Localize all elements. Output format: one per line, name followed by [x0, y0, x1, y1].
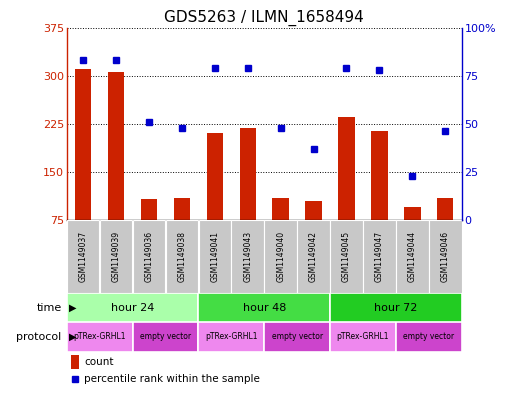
Text: GSM1149047: GSM1149047	[375, 231, 384, 282]
Bar	[166, 220, 198, 293]
Text: hour 24: hour 24	[111, 303, 154, 312]
Text: GSM1149042: GSM1149042	[309, 231, 318, 282]
Bar	[371, 132, 388, 220]
Bar	[100, 220, 132, 293]
Bar	[330, 322, 396, 352]
Bar	[141, 199, 157, 220]
Text: pTRex-GRHL1: pTRex-GRHL1	[73, 332, 126, 342]
Text: pTRex-GRHL1: pTRex-GRHL1	[205, 332, 258, 342]
Bar	[264, 220, 297, 293]
Text: time: time	[36, 303, 62, 312]
Bar	[207, 133, 223, 220]
Text: empty vector: empty vector	[403, 332, 455, 342]
Bar	[297, 220, 330, 293]
Text: hour 72: hour 72	[374, 303, 418, 312]
Text: GSM1149036: GSM1149036	[145, 231, 153, 282]
Text: GSM1149043: GSM1149043	[243, 231, 252, 282]
Bar	[305, 201, 322, 220]
Text: empty vector: empty vector	[140, 332, 191, 342]
Bar	[330, 293, 462, 322]
Bar	[174, 198, 190, 220]
Bar	[272, 198, 289, 220]
Text: GSM1149041: GSM1149041	[210, 231, 220, 282]
Text: GSM1149044: GSM1149044	[408, 231, 417, 282]
Bar	[67, 293, 199, 322]
Text: ▶: ▶	[69, 332, 77, 342]
Text: GSM1149038: GSM1149038	[177, 231, 186, 282]
Bar	[429, 220, 462, 293]
Text: GSM1149040: GSM1149040	[276, 231, 285, 282]
Bar	[396, 322, 462, 352]
Bar	[67, 220, 100, 293]
Bar	[396, 220, 429, 293]
Bar	[199, 220, 231, 293]
Bar	[199, 322, 264, 352]
Bar	[231, 220, 264, 293]
Bar	[240, 128, 256, 220]
Text: count: count	[85, 357, 114, 367]
Bar	[75, 69, 91, 220]
Bar	[330, 220, 363, 293]
Text: protocol: protocol	[16, 332, 62, 342]
Text: empty vector: empty vector	[271, 332, 323, 342]
Bar	[108, 72, 124, 220]
Bar	[404, 207, 421, 220]
Bar	[437, 198, 453, 220]
Text: GSM1149039: GSM1149039	[111, 231, 121, 282]
Bar	[264, 322, 330, 352]
Bar	[338, 118, 354, 220]
Bar	[67, 322, 132, 352]
Bar	[133, 220, 165, 293]
Text: ▶: ▶	[69, 303, 77, 312]
Title: GDS5263 / ILMN_1658494: GDS5263 / ILMN_1658494	[164, 10, 364, 26]
Bar	[132, 322, 199, 352]
Bar	[71, 355, 80, 369]
Text: GSM1149037: GSM1149037	[78, 231, 88, 282]
Text: GSM1149045: GSM1149045	[342, 231, 351, 282]
Text: hour 48: hour 48	[243, 303, 286, 312]
Text: pTRex-GRHL1: pTRex-GRHL1	[337, 332, 389, 342]
Bar	[363, 220, 396, 293]
Text: percentile rank within the sample: percentile rank within the sample	[85, 374, 260, 384]
Bar	[199, 293, 330, 322]
Text: GSM1149046: GSM1149046	[441, 231, 450, 282]
